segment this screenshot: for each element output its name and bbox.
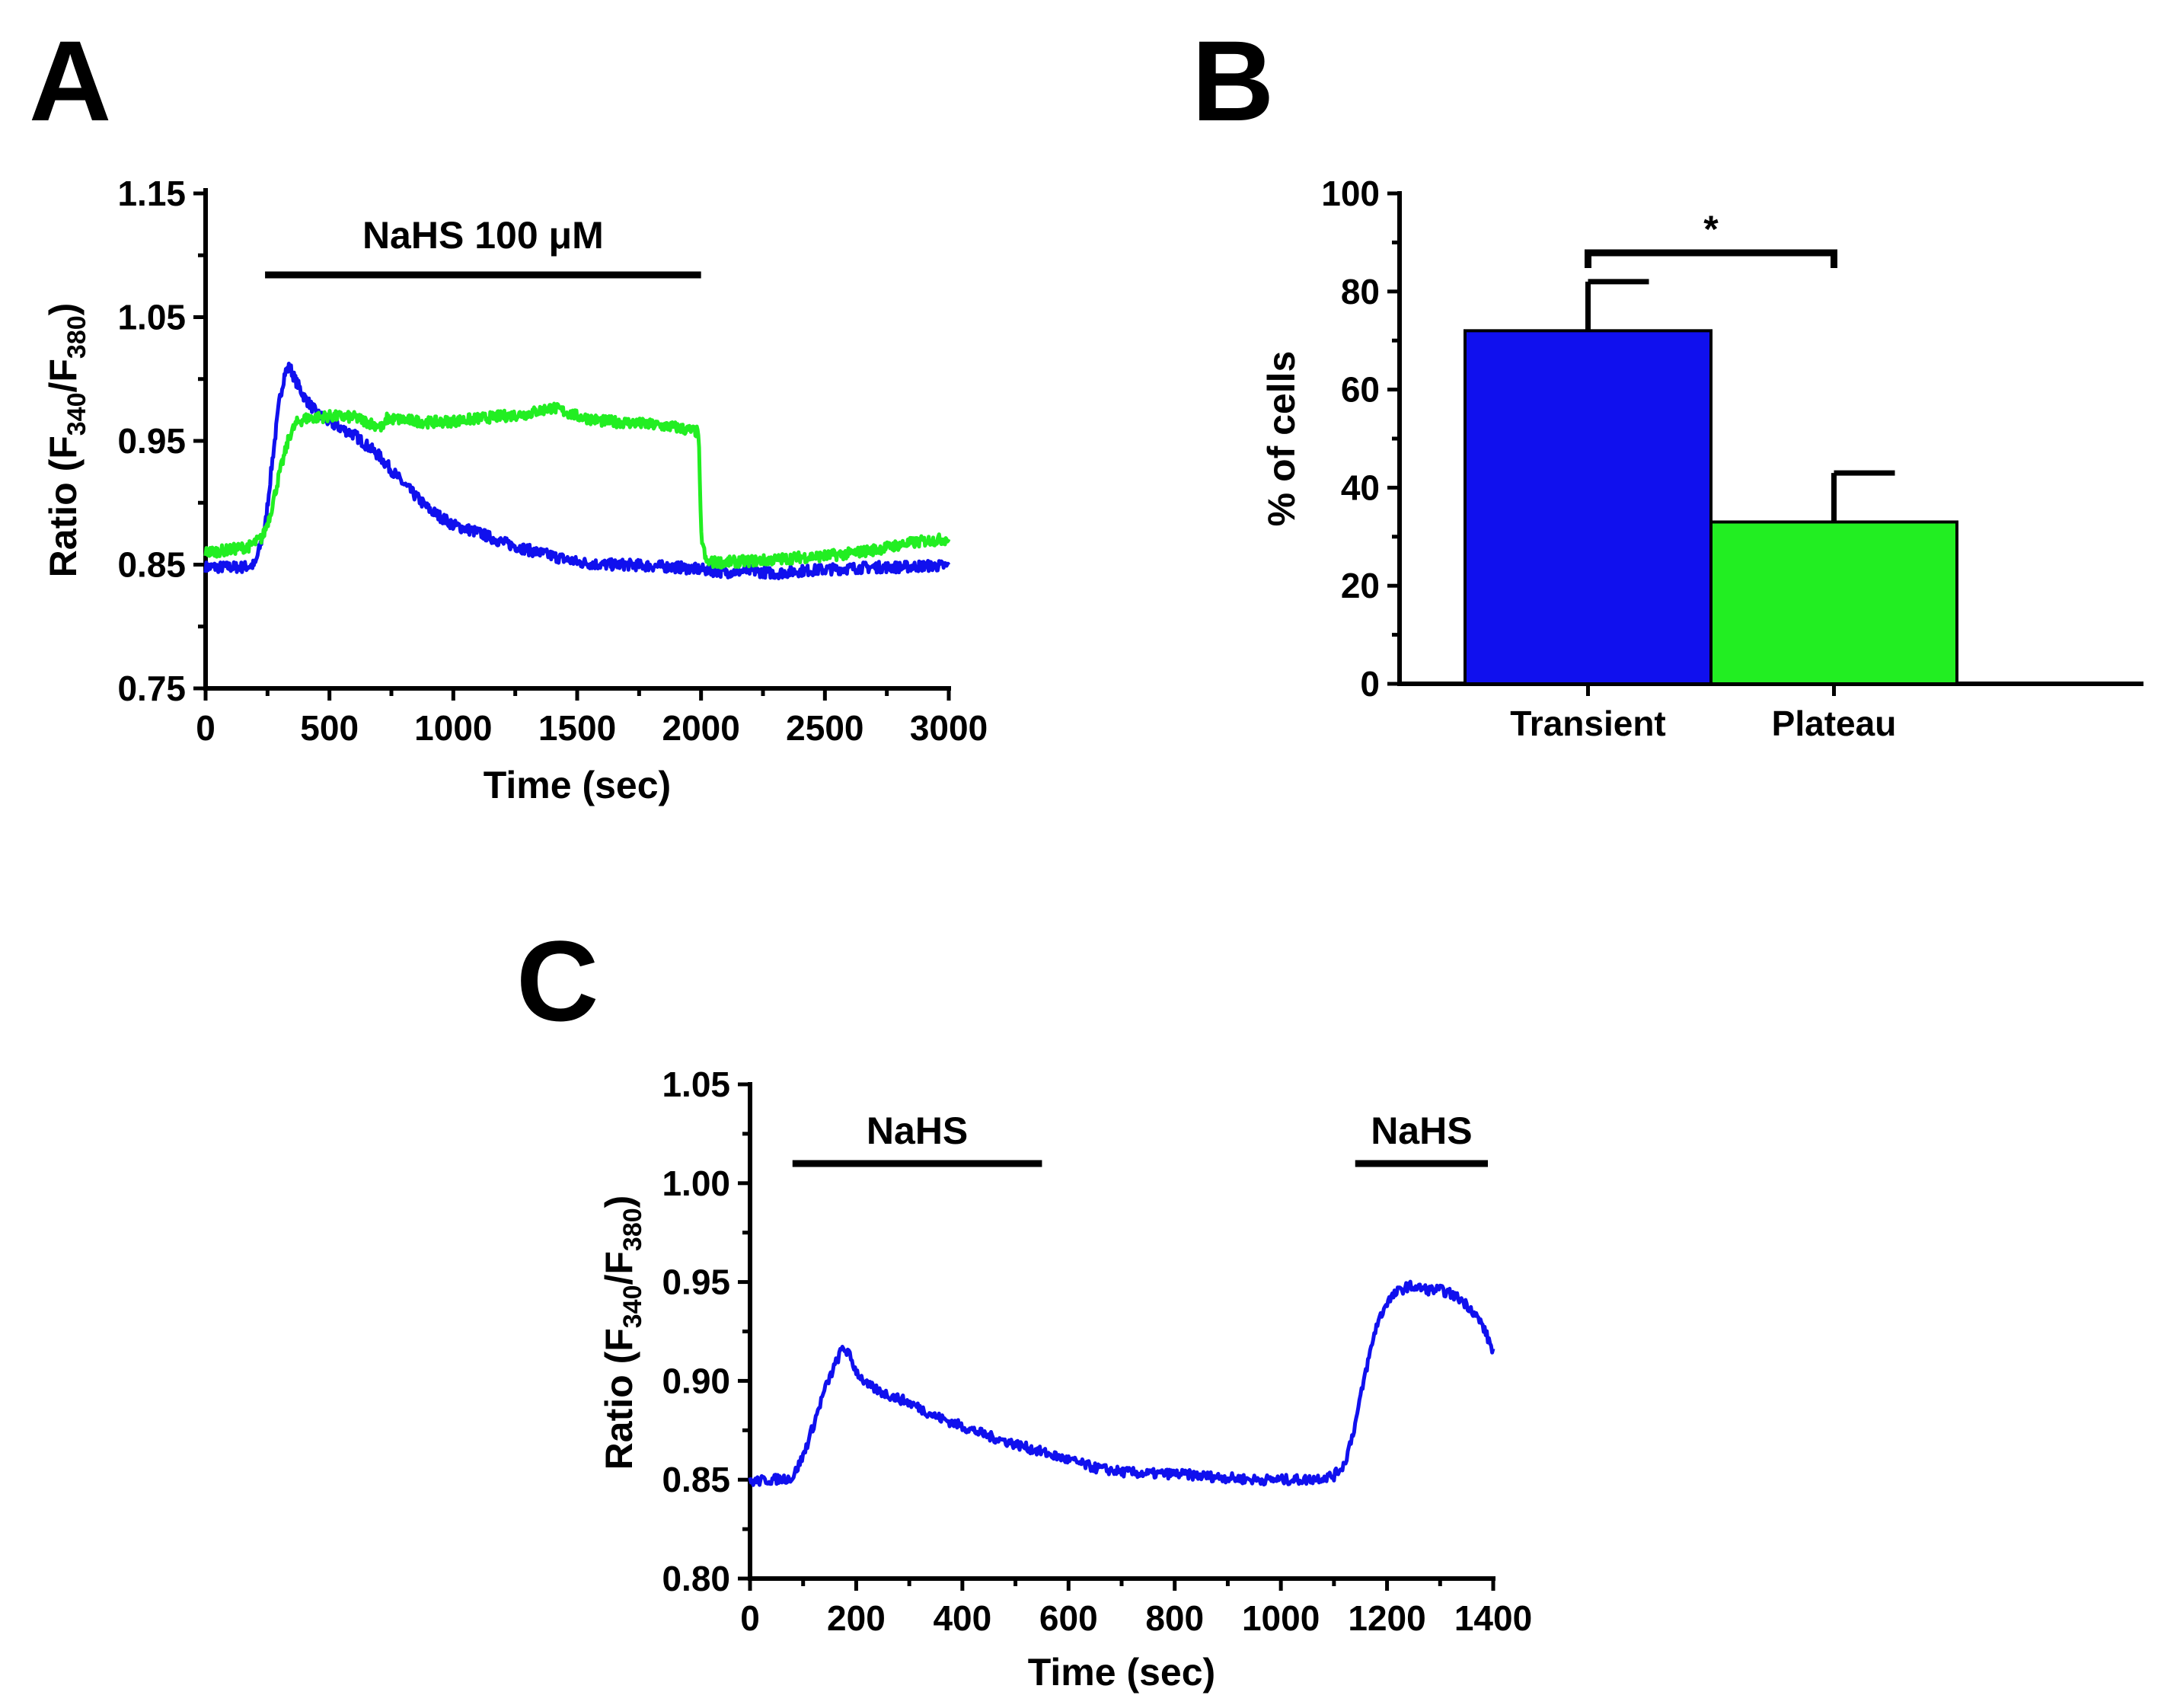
c-x-tick-label: 400 <box>933 1598 991 1638</box>
a-y-tick-label: 0.75 <box>117 669 186 708</box>
panel-a-series <box>203 362 951 581</box>
panel-b-bar-plateau <box>1709 520 1958 685</box>
panel-b-significance-bracket <box>1585 249 1837 268</box>
panel-b-y-tick-labels: 0 20 40 60 80 100 <box>1321 174 1380 704</box>
panel-b-y-tick-label: 20 <box>1341 566 1380 605</box>
a-series-line-1 <box>203 401 951 570</box>
panel-c-nahs-label-2: NaHS <box>1371 1109 1472 1152</box>
panel-a-chart: 0 500 1000 1500 2000 2500 3000 0.75 0.85 0.95 1.0… <box>42 174 988 806</box>
panel-c-y-tick-labels: 0.80 0.85 0.90 0.95 1.00 1.05 <box>662 1065 730 1598</box>
panel-b-y-tick-label: 40 <box>1341 468 1380 507</box>
a-x-tick-label: 1000 <box>414 708 492 748</box>
panel-b-y-axis-label: % of cells <box>1260 351 1303 527</box>
panel-a-x-tick-labels: 0 500 1000 1500 2000 2500 3000 <box>196 708 988 748</box>
c-y-tick-label: 1.00 <box>662 1164 730 1203</box>
a-x-tick-label: 1500 <box>538 708 616 748</box>
c-x-tick-label: 1000 <box>1242 1598 1320 1638</box>
panel-c-chart: 0 200 400 600 800 1000 1200 1400 0.800.850.900.… <box>598 1065 1532 1694</box>
a-series-line-0 <box>203 362 951 581</box>
panel-b-y-tick-label: 0 <box>1360 664 1380 704</box>
a-y-tick-label: 0.85 <box>117 545 186 585</box>
a-x-tick-label: 2000 <box>662 708 739 748</box>
c-y-tick-label: 0.95 <box>662 1263 730 1302</box>
a-x-tick-label: 500 <box>300 708 359 748</box>
panel-a-axes <box>203 188 951 691</box>
panel-c-x-tick-labels: 0 200 400 600 800 1000 1200 1400 <box>740 1598 1532 1638</box>
panel-b-bar-transient <box>1464 329 1713 685</box>
panel-b-category-label: Plateau <box>1772 704 1897 743</box>
panel-b-chart: 0 20 40 60 80 100 Transient Plateau * % of cel… <box>1260 174 2143 743</box>
c-x-tick-label: 600 <box>1039 1598 1098 1638</box>
panel-a-y-axis-label: Ratio (F340/F380) <box>42 303 91 578</box>
a-x-tick-label: 0 <box>196 708 215 748</box>
c-x-tick-label: 0 <box>740 1598 760 1638</box>
c-y-tick-label: 0.80 <box>662 1559 730 1598</box>
a-x-tick-label: 3000 <box>910 708 988 748</box>
panel-a-y-tick-labels: 0.75 0.85 0.95 1.05 1.15 <box>117 174 186 708</box>
a-y-tick-label: 1.05 <box>117 298 186 337</box>
c-x-tick-label: 200 <box>827 1598 886 1638</box>
panel-b-bars <box>1464 279 1958 685</box>
panel-b-ticks <box>1387 191 1836 696</box>
panel-c-series <box>748 1279 1495 1487</box>
c-x-tick-label: 800 <box>1145 1598 1204 1638</box>
c-y-tick-label: 1.05 <box>662 1065 730 1104</box>
panel-c-nahs-label-1: NaHS <box>867 1109 968 1152</box>
c-x-tick-label: 1200 <box>1348 1598 1425 1638</box>
c-y-tick-label: 0.85 <box>662 1460 730 1499</box>
panel-c-y-axis-label: Ratio (F340/F380) <box>598 1196 647 1470</box>
panel-a-nahs-label: NaHS 100 μM <box>362 214 604 257</box>
panel-a-ticks <box>193 191 951 701</box>
a-y-tick-label: 0.95 <box>117 421 186 461</box>
panel-c-x-axis-label: Time (sec) <box>1028 1651 1215 1694</box>
panel-label-b: B <box>1192 17 1274 145</box>
panel-b-significance-star: * <box>1703 208 1719 251</box>
panel-b-y-tick-label: 100 <box>1321 174 1380 213</box>
c-y-tick-label: 0.90 <box>662 1361 730 1400</box>
a-x-tick-label: 2500 <box>786 708 863 748</box>
c-series-line-0 <box>748 1279 1495 1487</box>
panel-b-category-labels: Transient Plateau <box>1510 704 1896 743</box>
panel-label-c: C <box>516 917 599 1045</box>
a-y-tick-label: 1.15 <box>117 174 186 213</box>
panel-label-a: A <box>29 17 111 145</box>
panel-a-x-axis-label: Time (sec) <box>484 764 671 806</box>
panel-b-y-tick-label: 80 <box>1341 272 1380 311</box>
c-x-tick-label: 1400 <box>1454 1598 1532 1638</box>
panel-c-axes <box>748 1082 1495 1581</box>
panel-b-category-label: Transient <box>1510 704 1666 743</box>
panel-b-y-tick-label: 60 <box>1341 370 1380 410</box>
panel-c-ticks <box>738 1082 1495 1591</box>
